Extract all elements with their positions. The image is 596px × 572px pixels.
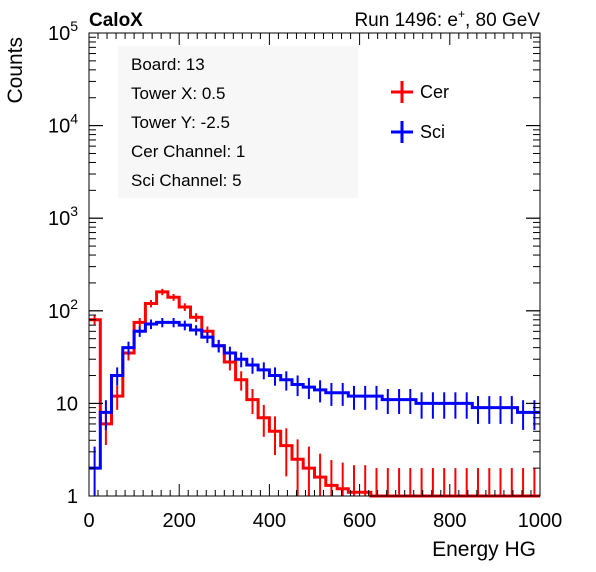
y-tick-label: 105 bbox=[48, 18, 78, 45]
legend: Cer Sci bbox=[391, 81, 449, 143]
y-axis-label: Counts bbox=[4, 37, 27, 104]
info-box: Board: 13 Tower X: 0.5 Tower Y: -2.5 Cer… bbox=[118, 46, 358, 198]
y-tick-label: 102 bbox=[48, 296, 78, 323]
info-line: Cer Channel: 1 bbox=[131, 142, 245, 161]
series-sci bbox=[89, 318, 540, 496]
info-line: Board: 13 bbox=[131, 55, 205, 74]
run-info: Run 1496: e+, 80 GeV bbox=[354, 7, 540, 31]
x-tick-label: 200 bbox=[163, 510, 196, 532]
run-info-suffix: , 80 GeV bbox=[465, 10, 540, 31]
y-tick-label: 104 bbox=[48, 111, 78, 138]
experiment-label: CaloX bbox=[89, 10, 143, 31]
legend-label-sci: Sci bbox=[420, 122, 445, 142]
run-info-prefix: Run 1496: e bbox=[354, 10, 458, 31]
legend-entry-sci: Sci bbox=[391, 121, 445, 143]
x-tick-label: 800 bbox=[433, 510, 466, 532]
info-line: Sci Channel: 5 bbox=[131, 171, 242, 190]
y-tick-label: 1 bbox=[67, 486, 78, 508]
info-box-background bbox=[118, 46, 358, 198]
info-line: Tower X: 0.5 bbox=[131, 84, 226, 103]
axis-ticks: 0 200 400 600 800 1000 1 10 102 103 104 105 bbox=[48, 18, 562, 532]
legend-entry-cer: Cer bbox=[391, 81, 449, 103]
x-tick-label: 400 bbox=[253, 510, 286, 532]
run-info-sup: + bbox=[458, 7, 465, 21]
y-tick-label: 10 bbox=[56, 393, 78, 415]
y-tick-label: 103 bbox=[48, 203, 78, 230]
series-cer bbox=[89, 288, 540, 498]
x-tick-label: 1000 bbox=[518, 510, 563, 532]
series-line bbox=[89, 320, 540, 470]
x-tick-label: 600 bbox=[343, 510, 376, 532]
x-tick-label: 0 bbox=[83, 510, 94, 532]
info-line: Tower Y: -2.5 bbox=[131, 113, 230, 132]
series-layer bbox=[89, 288, 540, 498]
legend-label-cer: Cer bbox=[420, 82, 449, 102]
x-axis-label: Energy HG bbox=[432, 538, 536, 561]
